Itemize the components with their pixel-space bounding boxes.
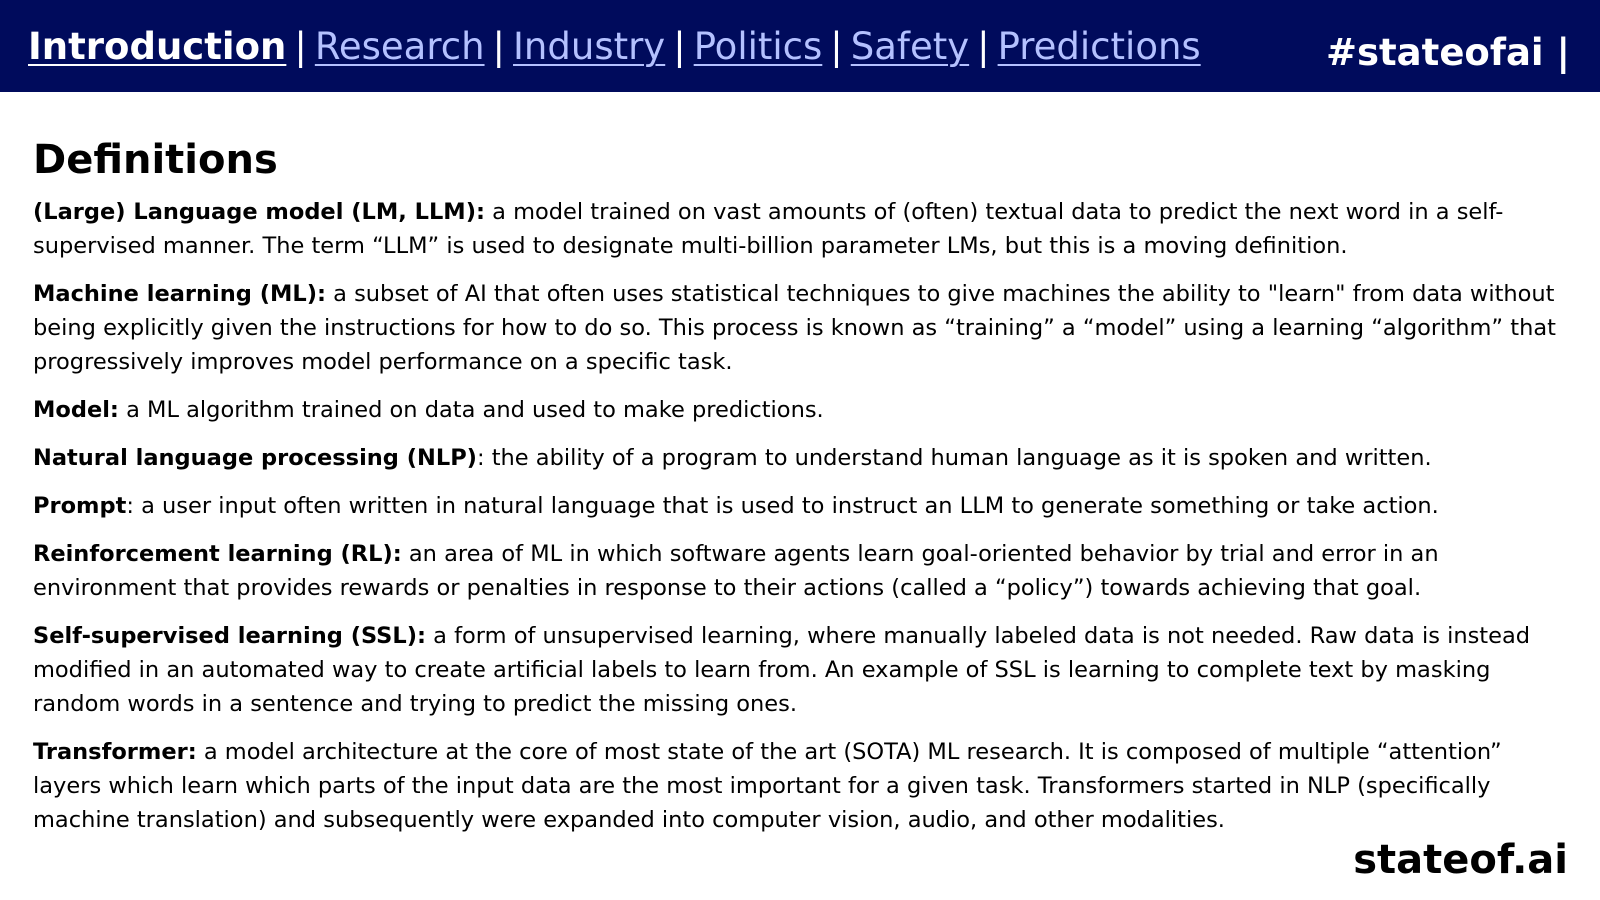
nav-link-introduction[interactable]: Introduction [28,25,287,68]
nav-separator: | [294,25,307,68]
definition-text: : a user input often written in natural … [126,493,1439,519]
definition-term: Transformer: [33,739,197,765]
definition-machine-learning: Machine learning (ML): a subset of AI th… [33,277,1568,379]
section-nav: Introduction | Research | Industry | Politics |… [28,22,1201,72]
top-navigation-bar: Introduction | Research | Industry | Politics |… [0,0,1600,92]
definition-term: Reinforcement learning (RL): [33,541,402,567]
nav-link-safety[interactable]: Safety [850,25,970,68]
definitions-content: Definitions (Large) Language model (LM, … [33,133,1568,851]
hashtag-label: #stateofai | [1325,31,1570,74]
definition-term: (Large) Language model (LM, LLM): [33,199,485,225]
definition-prompt: Prompt: a user input often written in na… [33,489,1568,523]
nav-link-industry[interactable]: Industry [513,25,666,68]
nav-link-predictions[interactable]: Predictions [997,25,1201,68]
definition-term: Self-supervised learning (SSL): [33,623,426,649]
definition-reinforcement-learning: Reinforcement learning (RL): an area of … [33,537,1568,605]
definition-nlp: Natural language processing (NLP): the a… [33,441,1568,475]
nav-link-research[interactable]: Research [314,25,485,68]
brand-logo-text: stateof.ai [1353,837,1568,883]
definition-text: : the ability of a program to understand… [476,445,1432,471]
nav-separator: | [492,25,506,68]
definition-text: a model trained on vast amounts of (ofte… [33,199,1504,259]
definition-text-continued: progressively improves model performance… [33,349,733,375]
definition-llm: (Large) Language model (LM, LLM): a mode… [33,195,1568,263]
definition-term: Machine learning (ML): [33,281,326,307]
definition-transformer: Transformer: a model architecture at the… [33,735,1568,837]
page-title: Definitions [33,137,278,183]
nav-separator: | [977,25,990,68]
definition-term: Natural language processing (NLP) [33,445,477,471]
definition-self-supervised-learning: Self-supervised learning (SSL): a form o… [33,619,1568,721]
definition-text: a ML algorithm trained on data and used … [118,397,824,423]
definition-text: a subset of AI that often uses statistic… [33,281,1556,341]
definition-text: a form of unsupervised learning, where m… [33,623,1531,717]
definition-term: Model: [33,397,119,423]
definition-text: a model architecture at the core of most… [33,739,1502,833]
nav-separator: | [673,25,686,68]
nav-separator: | [830,25,843,68]
definition-model: Model: a ML algorithm trained on data an… [33,393,1568,427]
definition-text: an area of ML in which software agents l… [33,541,1439,601]
definition-term: Prompt [33,493,127,519]
nav-link-politics[interactable]: Politics [693,25,823,68]
